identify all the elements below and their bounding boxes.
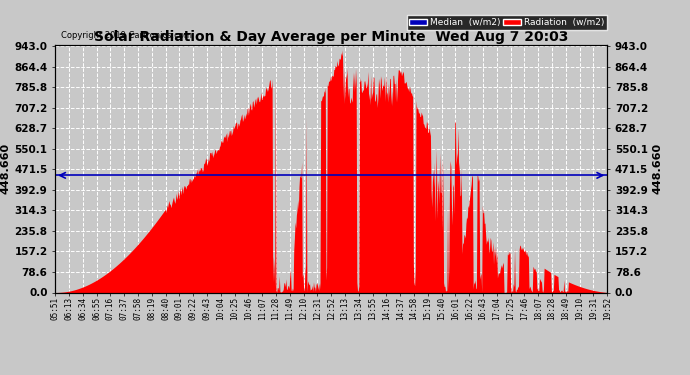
Y-axis label: 448.660: 448.660 [652, 143, 662, 194]
Text: Copyright 2019 Cartronics.com: Copyright 2019 Cartronics.com [61, 31, 192, 40]
Legend: Median  (w/m2), Radiation  (w/m2): Median (w/m2), Radiation (w/m2) [406, 15, 607, 30]
Title: Solar Radiation & Day Average per Minute  Wed Aug 7 20:03: Solar Radiation & Day Average per Minute… [94, 30, 569, 44]
Y-axis label: 448.660: 448.660 [0, 143, 10, 194]
